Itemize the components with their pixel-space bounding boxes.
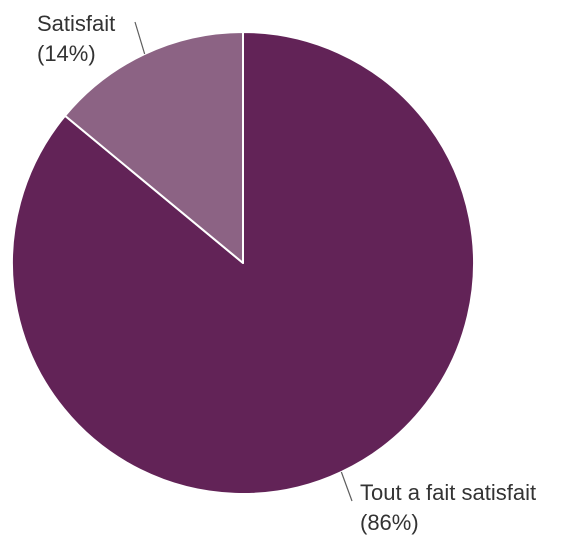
pie-slices bbox=[11, 31, 475, 495]
leader-line-tout-a-fait-satisfait bbox=[340, 471, 353, 502]
leader-line-satisfait bbox=[134, 21, 146, 55]
leader-lines bbox=[134, 21, 353, 502]
slice-label-tout-a-fait-satisfait-percent: (86%) bbox=[360, 510, 419, 535]
slice-label-satisfait-name: Satisfait bbox=[37, 11, 115, 36]
slice-label-satisfait: Satisfait (14%) bbox=[37, 11, 121, 66]
slice-label-satisfait-percent: (14%) bbox=[37, 41, 96, 66]
slice-label-tout-a-fait-satisfait: Tout a fait satisfait (86%) bbox=[360, 480, 542, 535]
pie-slice-satisfait bbox=[64, 31, 244, 264]
slice-label-tout-a-fait-satisfait-name: Tout a fait satisfait bbox=[360, 480, 536, 505]
